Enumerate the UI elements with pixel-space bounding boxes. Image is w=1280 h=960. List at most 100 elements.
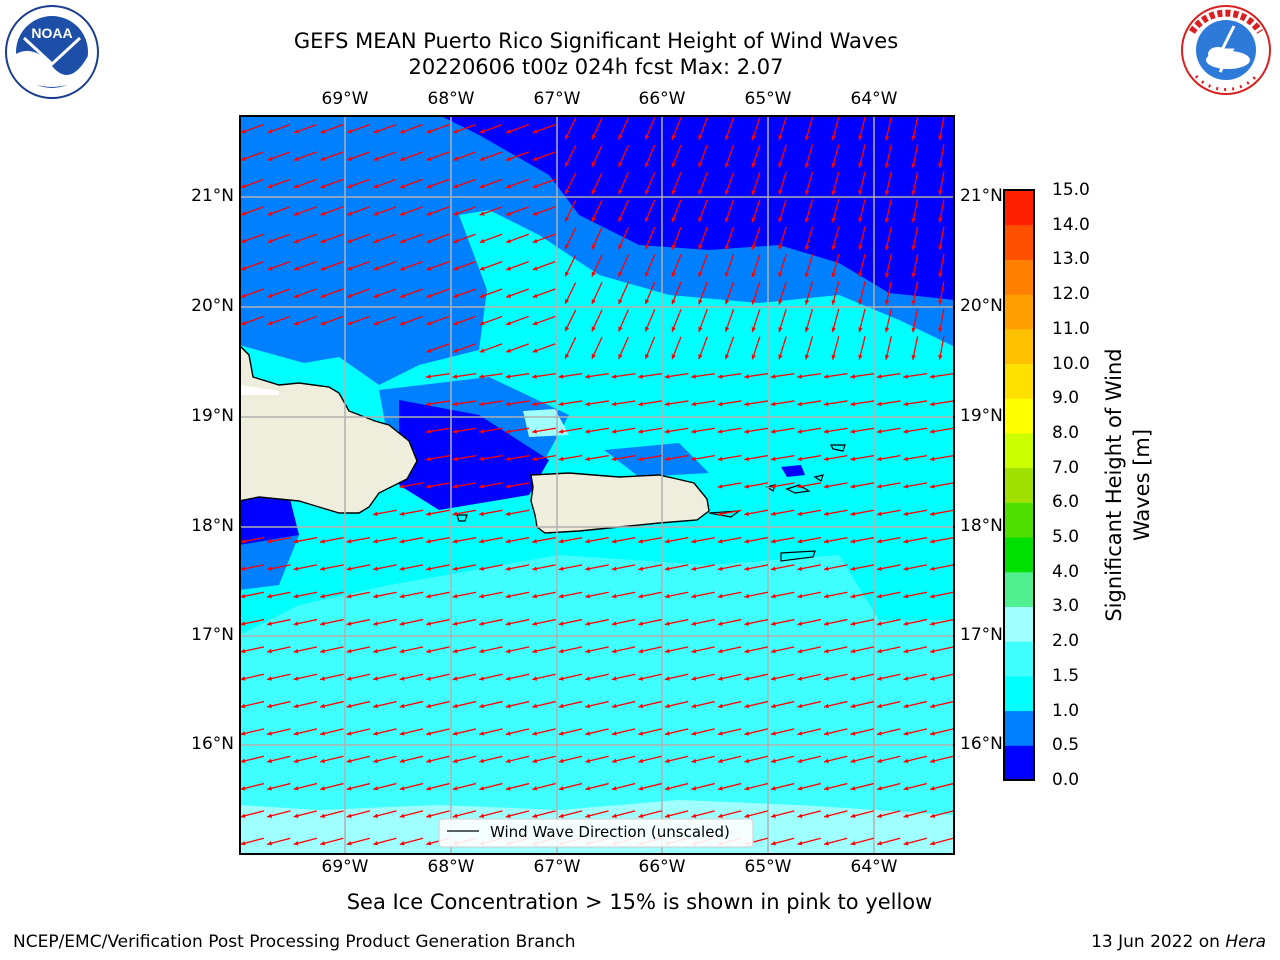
wave-arrow-head	[267, 238, 273, 244]
lat-label-left: 16°N	[191, 734, 234, 754]
wave-arrow-head	[903, 456, 909, 462]
wave-arrow-head	[453, 266, 459, 271]
wave-arrow-head	[585, 731, 591, 736]
wave-arrow-head	[240, 321, 246, 326]
wave-arrow-head	[638, 538, 644, 544]
wave-arrow-head	[744, 676, 750, 681]
wave-arrow-head	[797, 456, 803, 462]
colorbar-segment	[1004, 398, 1034, 434]
wave-arrow-head	[240, 731, 246, 736]
wave-arrow-head	[770, 648, 776, 654]
wave-arrow-head	[426, 566, 431, 571]
wave-arrow-head	[293, 538, 299, 544]
lon-label-top: 65°W	[744, 89, 792, 109]
wave-arrow-head	[797, 429, 803, 434]
wave-arrow-head	[565, 244, 570, 250]
wave-arrow-head	[373, 621, 378, 626]
wave-arrow-head	[831, 327, 836, 333]
land-st-croix	[780, 550, 816, 562]
wave-arrow-head	[452, 511, 458, 516]
wave-arrow-head	[426, 703, 432, 709]
colorbar-segment	[1004, 606, 1034, 642]
wave-arrow-head	[611, 731, 617, 736]
wave-arrow-head	[877, 813, 882, 818]
wave-arrow-head	[479, 511, 484, 516]
wave-arrow-head	[399, 538, 405, 544]
wave-arrow-head	[585, 648, 591, 654]
wave-arrow-head	[664, 813, 670, 818]
wave-arrow-head	[505, 703, 511, 709]
wave-arrow-head	[797, 841, 803, 846]
wave-arrow-head	[585, 621, 591, 626]
wave-arrow-head	[267, 293, 273, 298]
wave-arrow-head	[771, 841, 776, 846]
wave-arrow-head	[452, 621, 458, 626]
wave-arrow-head	[400, 129, 406, 134]
wave-arrow-head	[618, 134, 623, 140]
wave-arrow-head	[240, 566, 246, 571]
wave-arrow-head	[373, 731, 379, 736]
wave-arrow-head	[558, 456, 564, 462]
wave-arrow-head	[930, 813, 936, 818]
colorbar-segment	[1004, 294, 1034, 330]
wave-arrow-head	[751, 354, 756, 360]
wave-arrow-head	[505, 401, 511, 407]
wave-arrow-head	[240, 266, 246, 271]
wave-arrow-head	[506, 156, 512, 161]
wave-arrow-head	[664, 456, 670, 462]
land-mona	[456, 514, 468, 522]
wave-arrow-head	[426, 484, 431, 489]
wave-arrow-head	[453, 238, 459, 244]
wave-arrow-head	[240, 758, 246, 764]
wave-arrow-head	[267, 786, 273, 791]
wave-arrow-head	[930, 648, 935, 654]
wave-arrow-head	[929, 401, 935, 407]
wave-arrow-head	[293, 731, 299, 736]
wave-arrow-head	[320, 786, 326, 791]
wave-arrow-head	[823, 374, 829, 379]
wave-arrow-head	[724, 272, 730, 278]
wave-arrow-head	[426, 538, 431, 544]
wave-arrow-head	[724, 135, 730, 141]
wave-arrow-head	[611, 676, 617, 681]
date-footer: 13 Jun 2022 on Hera	[1091, 932, 1266, 952]
colorbar	[1003, 189, 1035, 781]
wave-arrow-head	[797, 813, 803, 818]
wave-arrow-head	[938, 245, 943, 251]
wave-arrow-head	[744, 484, 750, 489]
wave-arrow-head	[903, 401, 909, 407]
wave-arrow-head	[320, 129, 326, 134]
wave-arrow-head	[903, 758, 909, 764]
wave-arrow-head	[930, 841, 936, 846]
wave-arrow-head	[399, 648, 405, 654]
wave-arrow-head	[911, 217, 916, 223]
wave-arrow-head	[611, 593, 617, 599]
wave-arrow-head	[929, 511, 935, 516]
wave-arrow-head	[638, 429, 643, 434]
wave-arrow-head	[804, 354, 810, 360]
wave-arrow-head	[585, 401, 590, 407]
wave-arrow-head	[532, 321, 538, 326]
wave-arrow-head	[479, 593, 484, 599]
wave-arrow-head	[565, 298, 570, 304]
wave-arrow-head	[824, 758, 829, 764]
wave-arrow-head	[565, 353, 570, 359]
wave-arrow-head	[320, 183, 326, 189]
wave-arrow-head	[831, 272, 836, 278]
colorbar-segment	[1004, 537, 1034, 573]
wave-arrow-head	[320, 621, 325, 626]
wave-arrow-head	[373, 566, 378, 571]
wave-arrow-head	[532, 429, 537, 434]
wave-arrow-head	[532, 238, 538, 244]
wave-arrow-head	[911, 163, 916, 168]
wave-arrow-head	[744, 703, 750, 709]
wave-arrow-head	[691, 648, 697, 654]
wave-arrow-head	[373, 511, 378, 516]
wave-arrow-head	[858, 162, 863, 168]
wave-arrow-head	[876, 621, 882, 626]
noaa-logo: NOAA	[5, 5, 99, 99]
wave-arrow-head	[532, 401, 537, 407]
lat-label-left: 21°N	[191, 186, 234, 206]
wave-arrow-head	[320, 566, 325, 571]
band-0.5-1.0	[239, 233, 281, 273]
